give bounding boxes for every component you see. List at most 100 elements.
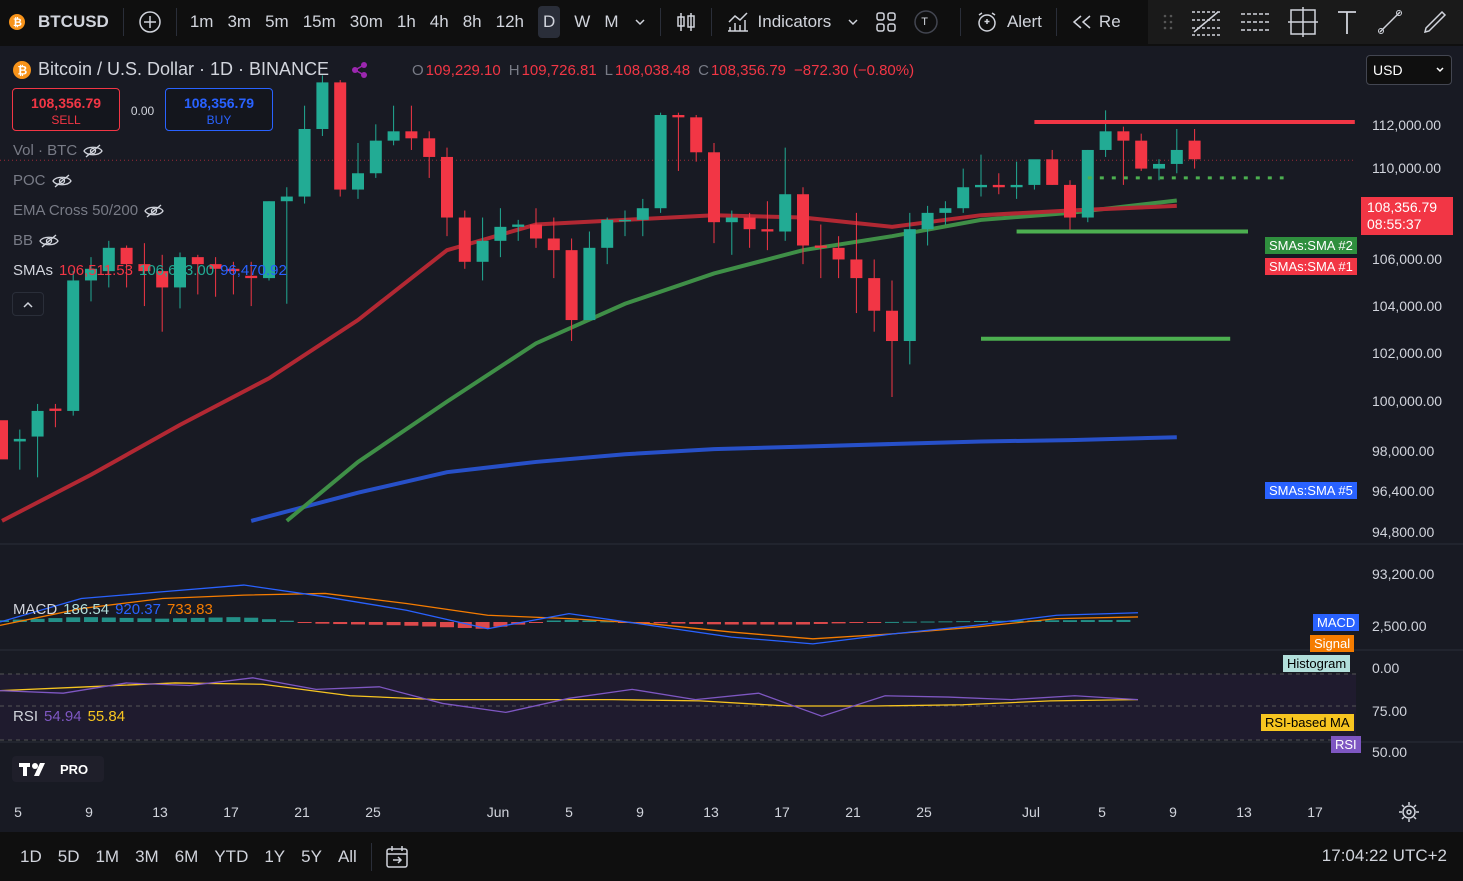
interval-8h[interactable]: 8h [456,0,489,44]
divider [122,8,124,36]
trend-line-icon[interactable] [1376,8,1404,36]
collapse-legend-button[interactable] [12,292,44,316]
interval-label: 5m [265,12,289,31]
interval-4h[interactable]: 4h [423,0,456,44]
tradingview-logo[interactable]: PRO [12,756,104,782]
candle-body [1046,159,1059,185]
chart-area[interactable] [0,46,1463,832]
fib-retracement-icon[interactable] [1190,8,1222,36]
drag-handle-icon[interactable] [1163,12,1173,32]
candle-body [708,152,720,223]
macd-histogram-bar [974,620,988,622]
macd-histogram-bar [422,622,437,627]
rsi-tag: RSI [1331,736,1361,753]
macd-histogram-bar [1045,620,1060,622]
interval-12h[interactable]: 12h [489,0,531,44]
interval-15m[interactable]: 15m [296,0,343,44]
btc-logo-icon: ₿ [13,60,31,79]
alert-button[interactable]: Alert [967,0,1050,44]
settings-gear-icon[interactable] [1398,801,1420,823]
interval-1m[interactable]: 1m [183,0,221,44]
eye-off-icon[interactable] [39,234,59,248]
indicator-vol[interactable]: Vol · BTC [13,142,103,159]
candle-body [583,247,596,321]
range-3m[interactable]: 3M [135,846,159,866]
interval-D[interactable]: D [531,0,567,44]
indicators-button[interactable]: Indicators [718,0,840,44]
interval-M[interactable]: M [597,0,625,44]
crosshair-box-icon[interactable] [1287,7,1318,37]
range-1d[interactable]: 1D [20,846,42,866]
interval-1h[interactable]: 1h [390,0,423,44]
indicator-bb[interactable]: BB [13,232,59,249]
macd-histogram-bar [84,617,98,622]
indicators-dropdown[interactable] [839,0,867,44]
clock[interactable]: 17:04:22 UTC+2 [1321,846,1447,865]
macd-histogram-bar [155,618,170,622]
candle-body [209,264,222,269]
symbol-search[interactable]: ₿ BTCUSD [0,0,117,44]
drawing-toolbar [1148,0,1463,44]
chart-type-button[interactable] [667,0,705,44]
macd-histogram-bar [226,617,241,622]
price-axis-label: 93,200.00 [1372,566,1435,582]
indicator-ema[interactable]: EMA Cross 50/200 [13,202,164,219]
range-1y[interactable]: 1Y [264,846,286,866]
brush-icon[interactable] [1421,8,1449,36]
macd-histogram-bar [1063,620,1077,622]
price-axis-label: 106,000.00 [1372,251,1443,267]
interval-dropdown[interactable] [626,0,654,44]
alarm-clock-icon [978,12,996,32]
text-tool-icon[interactable] [1335,8,1359,36]
buy-button[interactable]: 108,356.79 BUY [165,88,273,131]
date-range-calendar-icon[interactable] [384,844,410,870]
range-1m[interactable]: 1M [95,846,120,866]
interval-5m[interactable]: 5m [258,0,296,44]
chart-title: Bitcoin / U.S. Dollar · 1D · BINANCE [38,59,330,79]
price-axis-label: 94,800.00 [1372,524,1435,540]
range-all[interactable]: All [337,846,357,866]
interval-label: W [574,12,591,31]
candle-body [530,224,542,239]
indicator-bb-label: BB [13,232,34,249]
range-6m[interactable]: 6M [174,846,199,866]
indicator-poc[interactable]: POC [13,172,72,189]
macd-histogram-bar [190,617,205,622]
candle-body [441,156,453,218]
interval-30m[interactable]: 30m [343,0,390,44]
eye-off-icon[interactable] [51,174,72,188]
rsi-legend[interactable]: RSI 54.94 55.84 [13,708,125,725]
eye-off-icon[interactable] [144,204,164,218]
range-5d[interactable]: 5D [57,846,80,866]
interval-W[interactable]: W [567,0,597,44]
chart-legend: ₿ Bitcoin / U.S. Dollar · 1D · BINANCE [12,59,369,80]
change-value: −872.30 (−0.80%) [794,62,915,79]
interval-label: 3m [227,12,252,31]
indicator-smas[interactable]: SMAs 106,511.53 106,633.00 96,470.92 [13,262,287,279]
chart-canvas[interactable] [0,46,1463,832]
candle-body [316,82,329,129]
candles-icon [676,13,695,31]
range-ytd[interactable]: YTD [214,846,249,866]
templates-button[interactable]: T [905,0,954,44]
candle-body [387,131,400,141]
candle-body [1170,149,1183,164]
svg-text:₿: ₿ [18,63,28,77]
date-axis-label: 13 [1236,804,1252,820]
eye-off-icon[interactable] [83,144,103,158]
sell-button[interactable]: 108,356.79 SELL [12,88,120,131]
interval-3m[interactable]: 3m [220,0,258,44]
layout-button[interactable] [867,0,905,44]
range-5y[interactable]: 5Y [301,846,322,866]
horizontal-lines-icon[interactable] [1239,8,1271,36]
currency-select[interactable]: USD [1366,55,1452,85]
candle-body [102,247,115,272]
macd-histogram-bar [600,621,615,623]
data-source-icon[interactable] [349,60,369,80]
macd-histogram-bar [351,622,365,625]
macd-legend[interactable]: MACD 186.54 920.37 733.83 [13,601,213,618]
compare-button[interactable] [130,0,170,44]
rewind-icon [1072,15,1091,29]
replay-button[interactable]: Re [1063,0,1129,44]
candle-body [423,138,436,157]
